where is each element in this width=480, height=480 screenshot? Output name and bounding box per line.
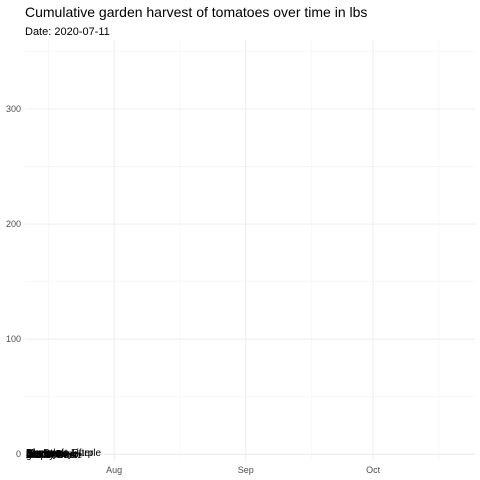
series-label: grape (26, 450, 52, 461)
y-tick-label: 0 (16, 449, 21, 459)
series-label: Big Beef (26, 448, 64, 459)
chart-title: Cumulative garden harvest of tomatoes ov… (25, 4, 367, 20)
series-label: Old German (26, 450, 80, 461)
series-label: Cherokee Purple (26, 448, 101, 459)
series-label: Amish Paste (26, 450, 83, 461)
y-tick-label: 300 (6, 104, 21, 114)
x-tick-label: Oct (366, 465, 381, 475)
series-label: Mortgage Lifter (26, 448, 94, 459)
series-label: Bonny Best (26, 450, 77, 461)
x-tick-label: Sep (238, 465, 254, 475)
axis-ticks: 0 100 200 300 Aug Sep Oct (6, 104, 381, 475)
y-tick-label: 200 (6, 219, 21, 229)
y-tick-label: 100 (6, 334, 21, 344)
chart-subtitle: Date: 2020-07-11 (25, 26, 110, 38)
grid-lines (25, 40, 475, 460)
series-label: Better Boy (26, 449, 73, 460)
series-label: Jet Star (26, 449, 61, 460)
series-label: Brandywine (26, 449, 79, 460)
x-tick-label: Aug (106, 465, 122, 475)
